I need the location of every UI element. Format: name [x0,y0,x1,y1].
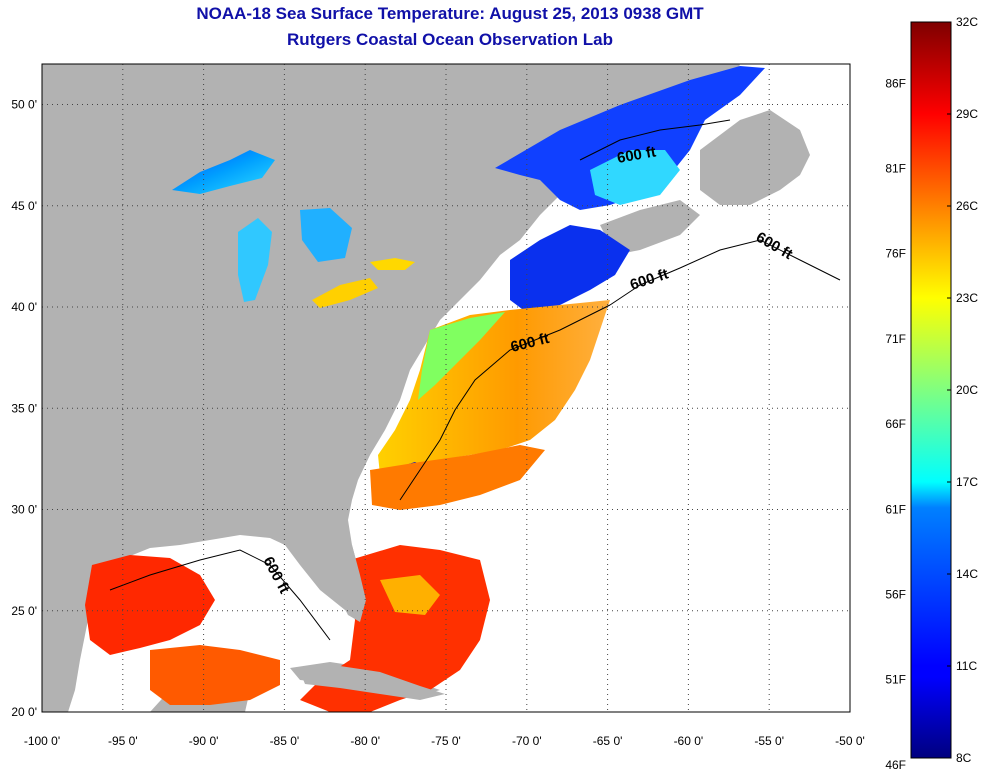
latitude-tick-label: 35 0' [11,401,37,415]
map-border [41,63,851,713]
gulf-of-mexico-west-sst [85,555,215,655]
latitude-tick-label: 25 0' [11,604,37,618]
shelf-cool-band [418,312,505,400]
lake-michigan [238,218,272,302]
colorbar [910,21,952,759]
latitude-tick-label: 20 0' [11,705,37,719]
isobath-east-coast [399,304,611,501]
colorbar-celsius-label: 32C [956,15,978,29]
bahamas-patch [380,575,440,615]
se-coast-sst [370,445,545,510]
colorbar-fahrenheit-label: 71F [885,332,906,346]
longitude-tick-label: -75 0' [431,734,461,748]
longitude-tick-label: -60 0' [674,734,704,748]
st-lawrence-cyan [590,150,680,205]
nova-scotia-land [600,200,700,255]
lake-erie [312,278,378,308]
latitude-ticks: 20 0' 25 0' 30 0' 35 0' 40 0' 45 0' 50 0' [11,98,37,720]
isobath-gulf [109,549,331,641]
longitude-tick-label: -85 0' [270,734,300,748]
florida-land [290,535,366,622]
colorbar-fahrenheit-label: 76F [885,247,906,261]
cuba-overlay [300,666,445,700]
longitude-tick-label: -55 0' [754,734,784,748]
longitude-tick-label: -90 0' [189,734,219,748]
colorbar-fahrenheit-label: 66F [885,417,906,431]
colorbar-ticks: 32C 29C 26C 23C 20C 17C 14C 11C 8C 86F 81F 76F 71F 66… [885,15,978,770]
colorbar-fahrenheit-label: 51F [885,673,906,687]
isobath-canada [579,119,731,161]
gulf-of-maine-sst [510,225,630,315]
latitude-tick-label: 30 0' [11,503,37,517]
colorbar-fahrenheit-label: 86F [885,76,906,90]
colorbar-fahrenheit-label: 46F [885,758,906,770]
colorbar-celsius-label: 8C [956,751,972,765]
colorbar-celsius-label: 26C [956,199,978,213]
longitude-tick-label: -100 0' [24,734,60,748]
longitude-ticks: -100 0' -95 0' -90 0' -85 0' -80 0' -75 0' -70… [24,734,865,748]
colorbar-celsius-label: 20C [956,383,978,397]
lake-ontario [370,258,415,270]
north-america-land [42,64,740,712]
graticule [42,64,850,712]
colorbar-celsius-label: 29C [956,107,978,121]
gulf-of-mexico-south-sst [150,645,280,705]
contour-label-1: 600 ft [616,143,658,167]
newfoundland-land [700,110,810,205]
colorbar-fahrenheit-label: 56F [885,587,906,601]
longitude-tick-label: -80 0' [350,734,380,748]
longitude-tick-label: -50 0' [835,734,865,748]
colorbar-fahrenheit-label: 81F [885,162,906,176]
longitude-tick-label: -65 0' [593,734,623,748]
colorbar-celsius-label: 14C [956,567,978,581]
latitude-tick-label: 40 0' [11,300,37,314]
longitude-tick-label: -70 0' [512,734,542,748]
map-title: NOAA-18 Sea Surface Temperature: August … [196,4,704,23]
colorbar-celsius-label: 11C [956,659,977,673]
colorbar-celsius-label: 17C [956,475,978,489]
lake-superior [172,150,275,194]
latitude-tick-label: 45 0' [11,199,37,213]
longitude-tick-label: -95 0' [108,734,138,748]
map-subtitle: Rutgers Coastal Ocean Observation Lab [287,30,613,49]
colorbar-fahrenheit-label: 61F [885,502,906,516]
latitude-tick-label: 50 0' [11,98,37,112]
lake-huron [300,208,352,262]
isobath-northeast [609,239,841,306]
colorbar-celsius-label: 23C [956,291,978,305]
